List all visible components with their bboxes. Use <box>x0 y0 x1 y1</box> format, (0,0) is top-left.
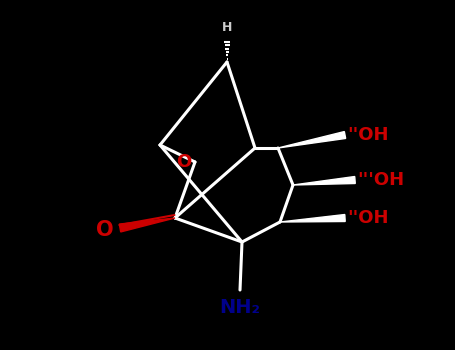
Polygon shape <box>293 176 355 185</box>
Text: O: O <box>176 153 191 171</box>
Text: ''OH: ''OH <box>347 209 389 227</box>
Text: NH₂: NH₂ <box>219 298 261 317</box>
Polygon shape <box>280 215 345 222</box>
Text: H: H <box>222 21 232 34</box>
Text: ''OH: ''OH <box>347 126 389 144</box>
Text: '''OH: '''OH <box>357 171 404 189</box>
Text: O: O <box>96 220 114 240</box>
Polygon shape <box>119 218 175 232</box>
Polygon shape <box>278 132 346 148</box>
